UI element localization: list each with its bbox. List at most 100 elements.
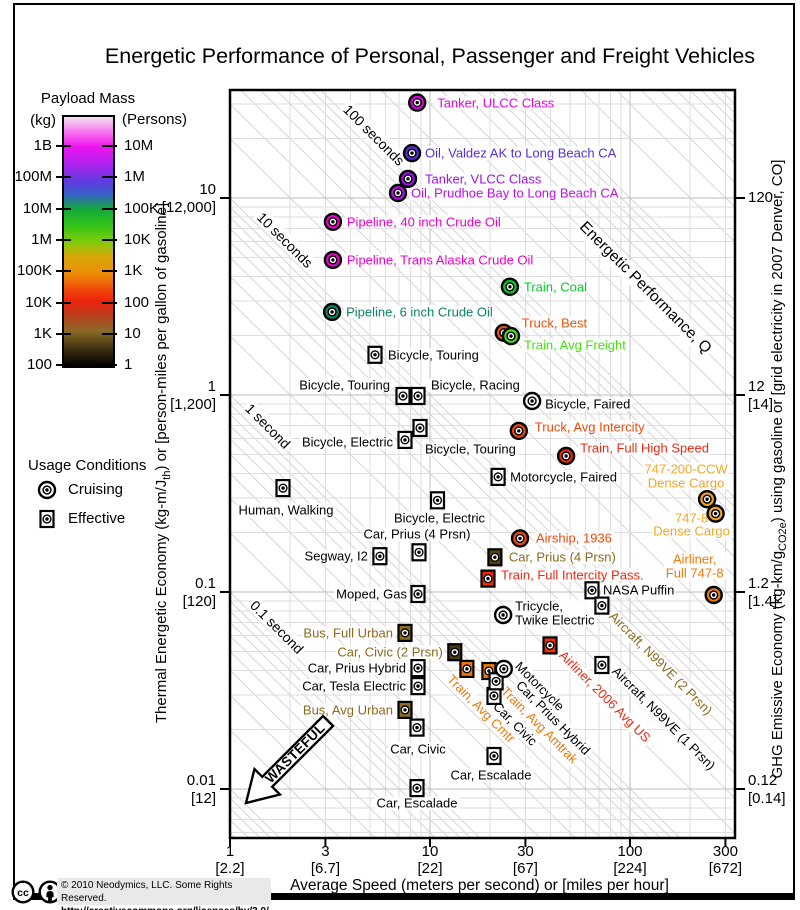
colorbar-tick (102, 364, 117, 367)
colorbar-persons-label: 1 (124, 356, 133, 374)
effective-legend-marker (39, 509, 55, 529)
data-point-label: Car, Civic (2 Prsn) (335, 644, 445, 660)
colorbar-kg-label: 100 (26, 356, 52, 374)
colorbar-title: Payload Mass (40, 90, 136, 107)
wasteful-arrow: WASTEFUL (230, 705, 343, 818)
data-point-label: Train, Avg Freight (522, 337, 628, 353)
data-point-label: Moped, Gas (334, 586, 409, 602)
y-right-tick-label: 1.2 [1.4] (748, 575, 778, 610)
colorbar-tick (56, 301, 71, 304)
y-left-tick-label: 1 [1,200] (170, 378, 216, 413)
wasteful-arrow-shape (244, 714, 335, 805)
y-left-tick-label: 0.01 [12] (186, 772, 216, 807)
data-point-label: Bicycle, Touring (423, 441, 518, 457)
y-right-tick-label: 12 [14] (748, 378, 774, 413)
colorbar-tick (102, 207, 117, 210)
usage-legend-title: Usage Conditions (28, 457, 147, 474)
data-point-label: Car, Prius (4 Prsn) (361, 526, 473, 542)
colorbar-unit-kg: (kg) (30, 112, 56, 129)
y-right-tick-label: 0.12 [0.14] (748, 772, 786, 807)
colorbar-kg-label: 10M (22, 199, 52, 217)
data-point-label: Bus, Full Urban (301, 625, 395, 641)
y-left-tick-label: 0.1 [120] (182, 575, 216, 610)
x-tick-label: 30 [67] (512, 843, 538, 877)
x-tick-label: 10 [22] (417, 843, 443, 877)
colorbar-tick (56, 145, 71, 147)
data-point-label: Train, Full Intercity Pass. (499, 566, 646, 582)
colorbar-tick (56, 207, 71, 210)
colorbar-persons-label: 1K (124, 262, 143, 280)
colorbar-unit-persons: (Persons) (122, 111, 188, 128)
colorbar-persons-label: 100 (124, 293, 150, 311)
colorbar-kg-label: 1K (33, 324, 52, 342)
data-point-marker (39, 509, 55, 529)
colorbar-tick (102, 301, 117, 304)
colorbar-kg-label: 10K (25, 293, 52, 311)
data-point-label: Car, Escalade (448, 767, 534, 783)
payload-mass-colorbar (62, 115, 115, 368)
colorbar-tick (102, 176, 117, 179)
colorbar-persons-label: 10 (124, 324, 141, 342)
colorbar-tick (56, 176, 71, 179)
data-point-label: Airliner, Full 747-8 (663, 551, 726, 580)
data-point-label: Tanker, VLCC Class (423, 171, 544, 187)
data-point-label: 747-200-CCW Dense Cargo (642, 461, 730, 491)
data-point-label: 747-8 Dense Cargo (651, 510, 732, 539)
copyright-notice: © 2010 Neodymics, LLC. Some Rights Reser… (57, 878, 271, 910)
data-point-label: Bicycle, Touring (386, 347, 481, 363)
data-point-label: Bicycle, Touring (297, 377, 392, 393)
cc-license-icon: cc (11, 880, 35, 904)
data-point-label: Oil, Prudhoe Bay to Long Beach CA (409, 185, 621, 201)
data-point-label: Train, Coal (521, 279, 589, 295)
data-point-label: Car, Prius Hybrid (305, 660, 408, 676)
colorbar-tick (102, 145, 117, 147)
colorbar-tick (102, 332, 117, 335)
license-url: http://creativecommons.org/licenses/by/3… (61, 905, 269, 910)
colorbar-kg-label: 100K (16, 262, 52, 280)
data-point-label: Tanker, ULCC Class (435, 94, 557, 110)
data-point-label: Bus, Avg Urban (300, 702, 395, 718)
colorbar-persons-label: 1M (124, 168, 145, 186)
colorbar-tick (56, 238, 71, 241)
data-point-label: Human, Walking (236, 502, 336, 518)
x-axis-title: Average Speed (meters per second) or [mi… (290, 877, 669, 894)
colorbar-tick (56, 364, 71, 367)
colorbar-persons-label: 10M (124, 137, 154, 154)
usage-legend-label: Effective (68, 510, 126, 527)
data-point-label: Bicycle, Faired (543, 396, 633, 412)
data-point-label: Bicycle, Electric (391, 510, 488, 526)
data-point-label: Airship, 1936 (534, 530, 614, 546)
data-point-label: Motorcycle, Faired (508, 469, 620, 485)
data-point-label: Car, Escalade (374, 795, 460, 811)
figure-border (13, 3, 795, 900)
colorbar-tick (102, 238, 117, 241)
x-tick-label: 3 [6.7] (310, 843, 341, 877)
colorbar-kg-label: 1B (33, 137, 52, 154)
y-left-tick-label: 10 [12,000] (161, 181, 216, 216)
data-point-label: Bicycle, Electric (299, 434, 395, 450)
data-point-label: Train, Full High Speed (578, 440, 711, 456)
colorbar-tick (102, 270, 117, 273)
data-point-marker (37, 480, 57, 500)
chart-title: Energetic Performance of Personal, Passe… (104, 44, 756, 68)
colorbar-kg-label: 100M (14, 168, 52, 186)
usage-legend-label: Cruising (68, 481, 124, 498)
data-point-label: Car, Prius (4 Prsn) (506, 549, 618, 565)
data-point-label: Tricycle, Twike Electric (513, 598, 597, 627)
data-point-label: Pipeline, Trans Alaska Crude Oil (344, 252, 536, 268)
cruising-legend-marker (37, 480, 57, 500)
x-tick-label: 1 [2.2] (215, 843, 245, 877)
data-point-label: Truck, Avg Intercity (532, 419, 647, 435)
data-point-label: Oil, Valdez AK to Long Beach CA (423, 145, 619, 161)
data-point-label: Bicycle, Racing (429, 377, 522, 393)
svg-text:cc: cc (17, 887, 29, 899)
data-point-label: Segway, I2 (302, 548, 370, 564)
x-tick-label: 300 [672] (708, 843, 743, 877)
data-point-label: Pipeline, 40 inch Crude Oil (344, 214, 503, 230)
colorbar-tick (56, 332, 71, 335)
data-point-label: Car, Civic (388, 740, 448, 756)
data-point-label: Car, Tesla Electric (300, 678, 408, 694)
y-right-tick-label: 120 (748, 189, 774, 206)
copyright-line: © 2010 Neodymics, LLC. Some Rights Reser… (61, 880, 233, 904)
